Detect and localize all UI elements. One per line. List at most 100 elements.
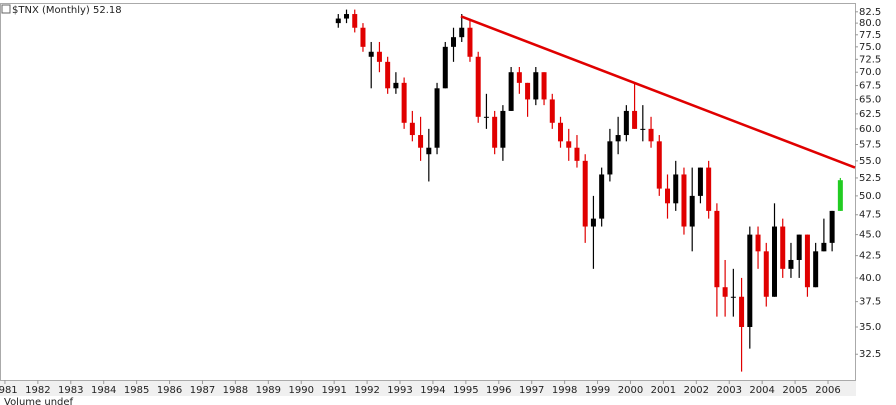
candle-body <box>590 218 596 227</box>
candle-body <box>558 122 564 142</box>
y-tick-label: 55.0 <box>859 156 881 167</box>
candle-body <box>360 27 366 47</box>
x-tick-label: 1998 <box>552 385 577 396</box>
candle-body <box>418 135 424 148</box>
candle-body <box>780 226 786 269</box>
candle-body <box>508 72 514 111</box>
x-tick-label: 2003 <box>717 385 742 396</box>
x-tick-label: 1983 <box>58 385 83 396</box>
candle-body <box>714 210 720 288</box>
x-tick-label: 1982 <box>25 385 50 396</box>
y-tick-label: 67.5 <box>859 81 881 92</box>
candle-body <box>516 72 522 83</box>
candle-body <box>525 82 531 100</box>
candle-body <box>409 122 415 136</box>
candle-body <box>656 141 662 189</box>
y-tick-label: 32.5 <box>859 349 881 360</box>
candle-body <box>500 110 506 148</box>
x-tick-label: 1997 <box>519 385 544 396</box>
marks: 32.5 35.0 37.5 40.0 42.5 45.0 47.5 50.0 52.5 55.0… <box>0 7 881 396</box>
candle-body <box>640 128 646 130</box>
y-tick-label: 37.5 <box>859 297 881 308</box>
candle-body <box>549 99 555 123</box>
x-tick-label: 1984 <box>91 385 116 396</box>
candle-body <box>434 88 440 148</box>
candle-body <box>796 234 802 260</box>
candle-body <box>747 234 753 327</box>
y-tick-label: 77.5 <box>859 30 881 41</box>
x-tick-label: 1996 <box>486 385 511 396</box>
x-tick-label: 2004 <box>749 385 774 396</box>
y-tick-label: 75.0 <box>859 42 881 53</box>
candle-body <box>821 242 827 252</box>
candle-body <box>459 27 465 38</box>
candle-body <box>385 61 391 89</box>
candle-body <box>376 51 382 62</box>
y-tick-label: 50.0 <box>859 191 881 202</box>
footer: Volume undef <box>4 397 74 405</box>
candle-body <box>788 259 794 269</box>
candle-body <box>368 51 374 57</box>
candle-body <box>335 18 341 24</box>
candle-body <box>763 251 769 297</box>
candle-body <box>697 167 703 196</box>
y-tick-label: 65.0 <box>859 94 881 105</box>
candle-body <box>772 226 778 297</box>
candle-body <box>607 141 613 175</box>
candle-body <box>533 72 539 100</box>
candle-body <box>566 141 572 148</box>
y-tick-label: 70.0 <box>859 67 881 78</box>
candle-body <box>467 27 473 57</box>
x-tick-label: 1999 <box>585 385 610 396</box>
candle-body <box>804 234 810 288</box>
candle-body <box>722 287 728 297</box>
candle-body <box>582 160 588 227</box>
candle-body <box>344 14 350 19</box>
y-tick-label: 47.5 <box>859 210 881 221</box>
x-tick-label: 2000 <box>618 385 643 396</box>
x-tick-label: 1990 <box>289 385 314 396</box>
x-tick-label: 1995 <box>453 385 478 396</box>
candle-body <box>632 110 638 129</box>
y-tick-label: 72.5 <box>859 54 881 65</box>
candle-body <box>730 296 736 298</box>
candle-body <box>813 251 819 288</box>
y-tick-label: 57.5 <box>859 140 881 151</box>
candle-body <box>665 188 671 204</box>
candle-body <box>574 147 580 161</box>
x-tick-label: 2006 <box>815 385 840 396</box>
y-tick-label: 52.5 <box>859 173 881 184</box>
y-tick-label: 35.0 <box>859 322 881 333</box>
x-tick-label: 1989 <box>256 385 281 396</box>
x-tick-label: 1992 <box>354 385 379 396</box>
candle-body <box>837 180 843 211</box>
candle-body <box>451 37 457 47</box>
candle-body <box>541 72 547 100</box>
y-tick-label: 82.5 <box>859 7 881 18</box>
candle-body <box>623 110 629 136</box>
candle-body <box>393 82 399 89</box>
volume-band <box>0 397 896 405</box>
x-tick-label: 1986 <box>157 385 182 396</box>
y-tick-label: 62.5 <box>859 109 881 120</box>
x-tick-label: 1981 <box>0 385 18 396</box>
x-tick-label: 1988 <box>223 385 248 396</box>
plot-area <box>0 3 856 381</box>
chart-title: $TNX (Monthly) 52.18 <box>12 5 122 16</box>
x-tick-label: 2001 <box>651 385 676 396</box>
x-tick-label: 1991 <box>321 385 346 396</box>
candle-body <box>483 116 489 118</box>
candle-body <box>475 56 481 117</box>
candle-body <box>755 234 761 252</box>
candle-body <box>739 296 745 327</box>
x-tick-label: 1993 <box>387 385 412 396</box>
candle-body <box>829 210 835 243</box>
y-tick-label: 80.0 <box>859 18 881 29</box>
y-tick-label: 40.0 <box>859 273 881 284</box>
candle-body <box>599 174 605 219</box>
x-tick-label: 2005 <box>782 385 807 396</box>
candle-body <box>681 174 687 227</box>
y-tick-label: 45.0 <box>859 230 881 241</box>
candle-body <box>648 128 654 142</box>
